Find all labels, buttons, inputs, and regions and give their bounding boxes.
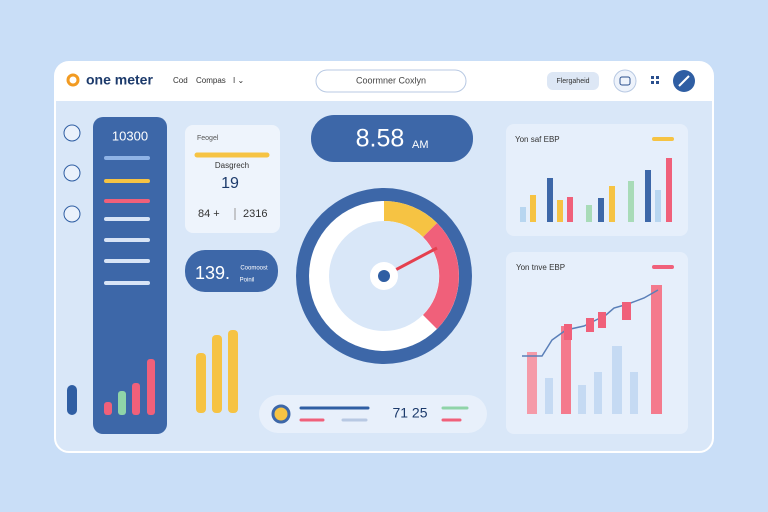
- card-value: 19: [221, 175, 239, 192]
- brand: one meter: [86, 72, 153, 88]
- card-title: Yon tnve EBP: [516, 263, 565, 272]
- clock-suffix: AM: [412, 139, 429, 151]
- candles: [564, 302, 631, 340]
- trend-line: [522, 289, 659, 357]
- sidebar-title: 10300: [112, 128, 148, 143]
- sidebar: [93, 117, 167, 434]
- stat-label: Coomoost: [240, 266, 268, 272]
- search-box[interactable]: [315, 69, 467, 93]
- stat-value: 139.: [195, 263, 230, 283]
- card-bars: [520, 158, 672, 222]
- nav-item[interactable]: Compas: [196, 76, 226, 85]
- card-title: Yon saf EBP: [515, 135, 560, 144]
- yellow-bars: [196, 330, 238, 413]
- side-bar-mark: [67, 385, 77, 415]
- search-text: Coormner Coxlyn: [356, 75, 426, 85]
- sidebar-lines: [104, 156, 150, 285]
- card-right: 2316: [243, 208, 267, 220]
- user-icon[interactable]: [613, 69, 637, 93]
- icon-glyph: [678, 75, 690, 87]
- bottom-bar: [259, 395, 487, 433]
- bottom-lines: [299, 406, 469, 422]
- bottom-icon: [271, 404, 291, 424]
- nav-item[interactable]: I ⌄: [233, 76, 244, 85]
- card-label: Feogel: [197, 135, 219, 142]
- card-bars: [527, 285, 662, 414]
- button-label: Flergaheid: [556, 78, 589, 85]
- icon-glyph: [619, 76, 631, 86]
- grid-icon[interactable]: [651, 76, 659, 84]
- clock-pill: [311, 115, 473, 162]
- stat-sublabel: Poinil: [240, 278, 255, 284]
- button[interactable]: [547, 72, 599, 90]
- gauge: [296, 188, 472, 364]
- bottom-value: 71 25: [392, 405, 427, 421]
- stat-pill: [185, 250, 278, 292]
- card-left: 84 +: [198, 208, 220, 220]
- clock-time: 8.58: [356, 125, 405, 153]
- logo: [66, 73, 80, 87]
- summary-card: [185, 125, 280, 233]
- sidebar-bars: [104, 359, 155, 415]
- nav-item[interactable]: Cod: [173, 76, 188, 85]
- side-icons[interactable]: [63, 124, 81, 223]
- card-subtitle: Dasgrech: [215, 161, 249, 170]
